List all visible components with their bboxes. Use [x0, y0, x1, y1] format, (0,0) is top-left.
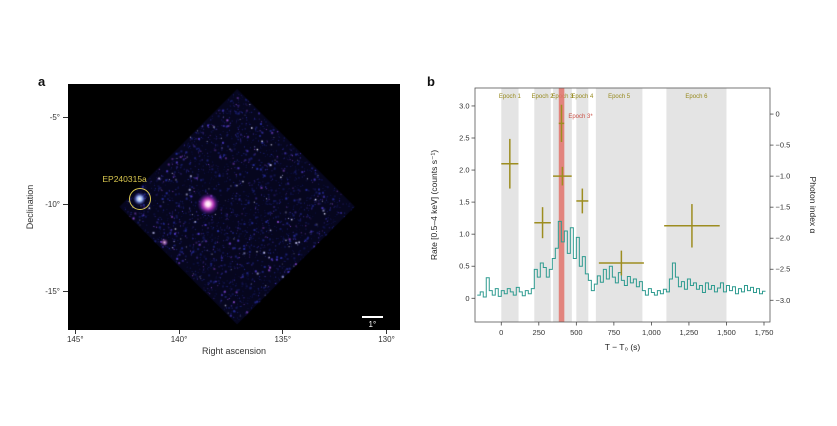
- panel-a-y-tick-label: -5°: [49, 112, 60, 122]
- x-tick-label: 1,000: [642, 328, 661, 337]
- source-label: EP240315a: [102, 173, 147, 184]
- plot-frame: [474, 87, 771, 323]
- epoch-band: [595, 88, 643, 322]
- light-curve-line: [477, 220, 766, 298]
- x-tick-label: 250: [533, 328, 546, 337]
- y-axis-title-right: Photon index α: [808, 177, 818, 234]
- panel-a-y-tick-mark: [63, 203, 68, 205]
- sky-image: [68, 84, 400, 330]
- panel-a-x-axis-label: Right ascension: [201, 346, 267, 356]
- y-left-tick-label: 0.5: [459, 262, 469, 271]
- panel-b-label: b: [427, 74, 435, 89]
- y-right-tick-label: 0: [776, 110, 780, 119]
- y-left-tick-label: 1.0: [459, 230, 469, 239]
- panel-a-y-tick-label: -10°: [45, 199, 60, 209]
- epoch-band-label: Epoch 2: [532, 94, 555, 100]
- y-right-tick-label: −2.0: [776, 234, 791, 243]
- panel-a-x-tick-mark: [178, 330, 180, 334]
- panel-a-label: a: [38, 74, 46, 89]
- panel-a-x-tick-mark: [386, 330, 387, 334]
- panel-a-y-tick-label: -15°: [45, 286, 60, 296]
- y-right-tick-label: −2.5: [776, 265, 791, 274]
- special-epoch-label: Epoch 3*: [568, 114, 593, 120]
- panel-a-x-tick-label: 145°: [66, 335, 84, 344]
- scale-bar: [362, 316, 383, 318]
- y-right-tick-label: −0.5: [776, 141, 791, 150]
- y-left-tick-label: 1.5: [459, 198, 469, 207]
- scale-bar-label: 1°: [368, 320, 377, 329]
- panel-a-y-tick-mark: [63, 116, 68, 118]
- epoch-band-label: Epoch 4: [571, 94, 594, 100]
- y-left-tick-label: 3.0: [459, 101, 469, 110]
- panel-a-x-tick-mark: [74, 330, 76, 334]
- x-tick-label: 500: [570, 328, 583, 337]
- x-tick-label: 1,250: [680, 328, 699, 337]
- x-tick-label: 1,750: [755, 328, 774, 337]
- epoch-band: [534, 88, 551, 322]
- y-left-tick-label: 2.0: [459, 166, 469, 175]
- panel-a-x-tick-label: 140°: [170, 335, 188, 344]
- panel-a-x-tick-mark: [282, 330, 284, 334]
- x-axis-title: T − T₀ (s): [605, 342, 641, 352]
- special-epoch-band: [558, 88, 565, 322]
- panel-a-x-tick-label: 130°: [378, 335, 395, 344]
- epoch-band-label: Epoch 6: [685, 94, 708, 100]
- epoch-band: [501, 88, 519, 322]
- epoch-band-label: Epoch 5: [608, 94, 631, 100]
- y-left-tick-label: 2.5: [459, 134, 469, 143]
- x-tick-label: 750: [608, 328, 621, 337]
- x-tick-label: 0: [499, 328, 503, 337]
- y-axis-title-left: Rate [0.5–4 keV] (counts s⁻¹): [429, 150, 439, 260]
- y-right-tick-label: −3.0: [776, 296, 791, 305]
- source-marker-circle: [128, 187, 151, 210]
- panel-a-y-tick-mark: [63, 290, 68, 292]
- y-right-tick-label: −1.0: [776, 172, 791, 181]
- panel-a-x-tick-label: 135°: [274, 335, 292, 344]
- x-tick-label: 1,500: [717, 328, 736, 337]
- y-left-tick-label: 0: [465, 294, 469, 303]
- epoch-band-label: Epoch 1: [499, 94, 522, 100]
- y-right-tick-label: −1.5: [776, 203, 791, 212]
